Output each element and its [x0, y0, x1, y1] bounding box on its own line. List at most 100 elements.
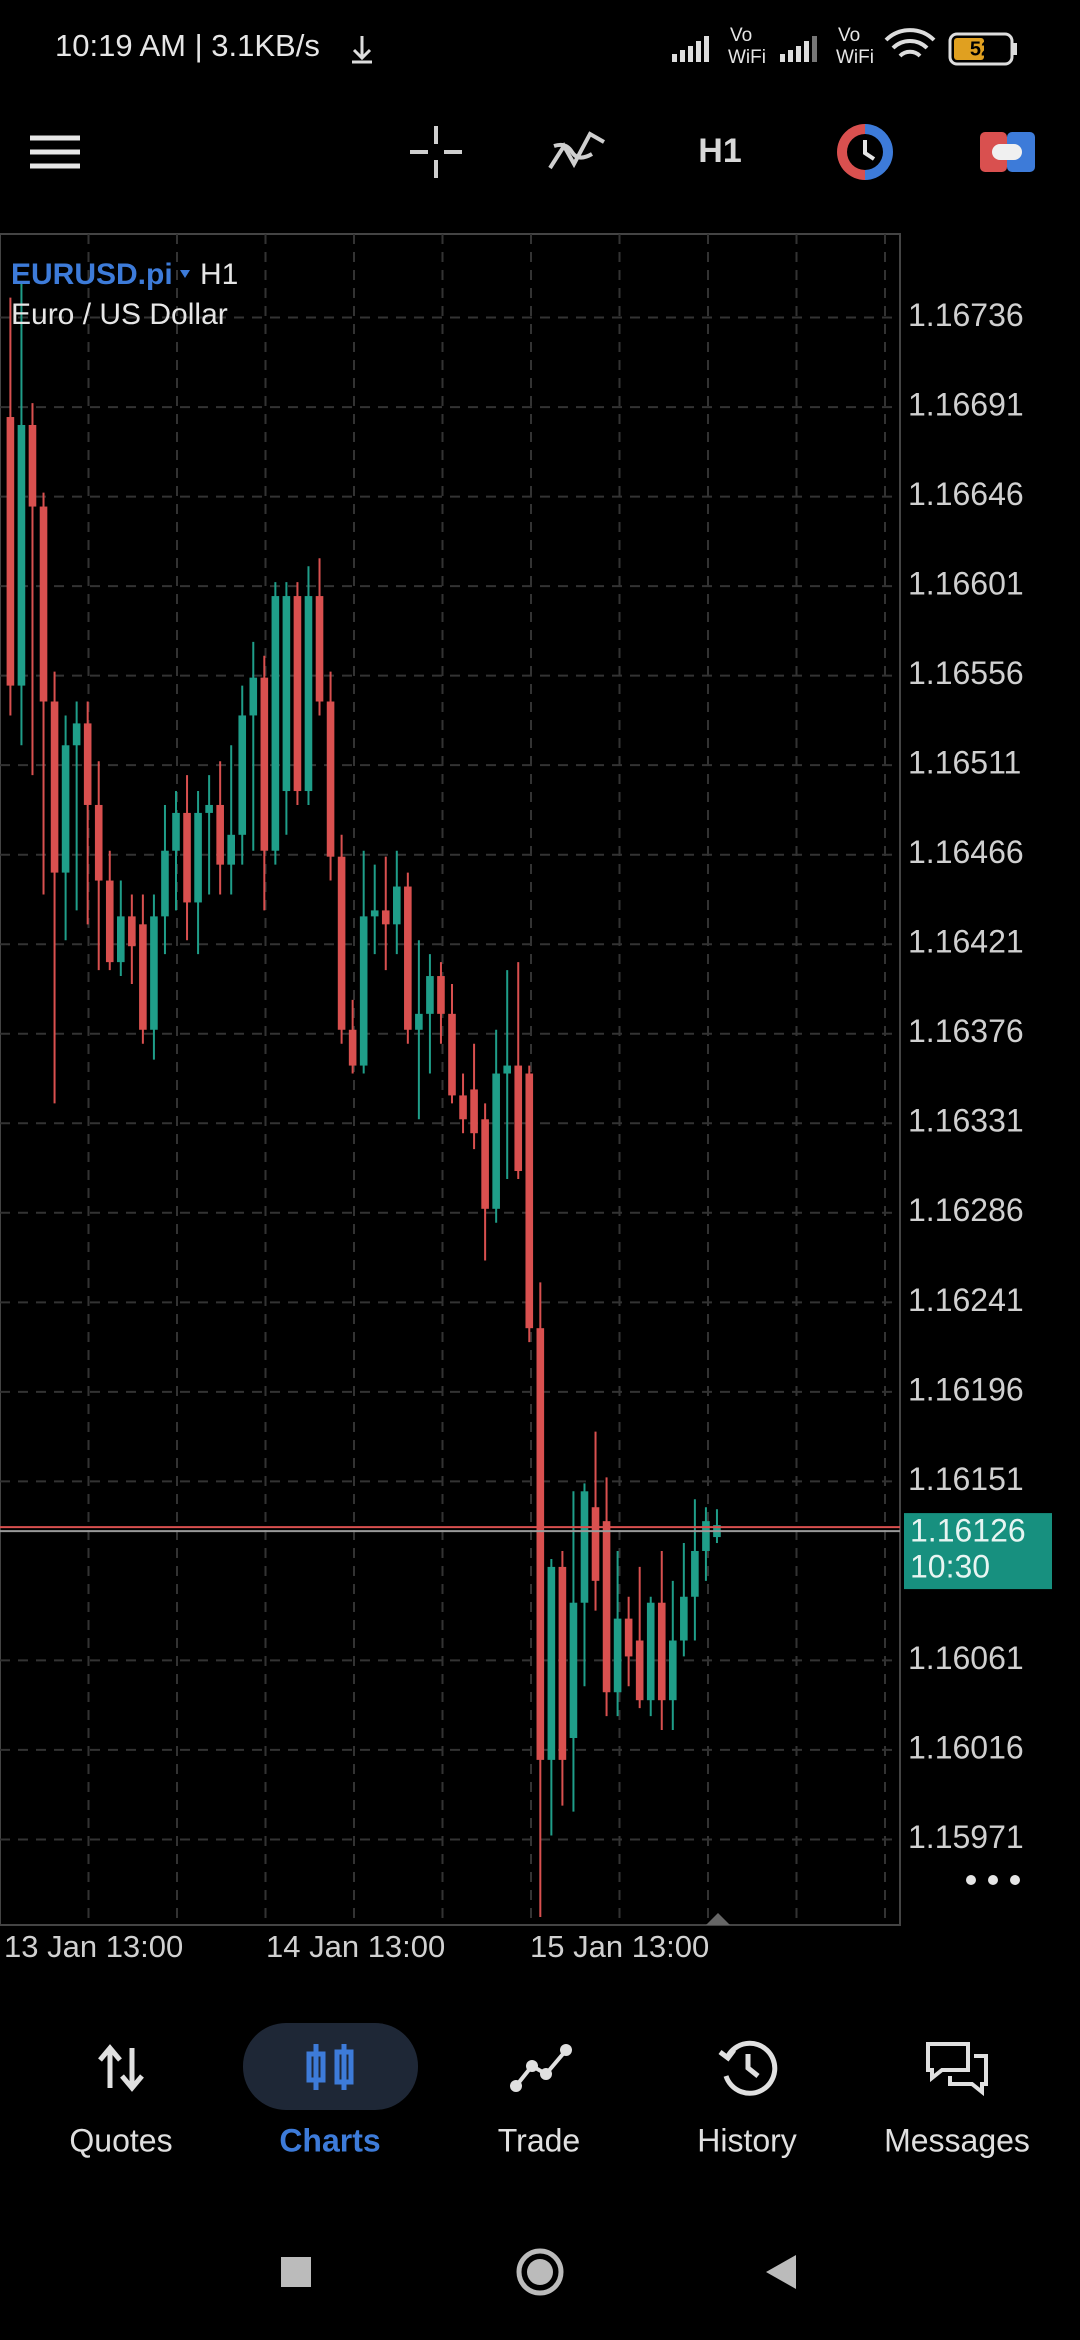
y-tick-label: 1.16286 [908, 1192, 1024, 1228]
nav-tab[interactable]: Charts [279, 2122, 380, 2158]
y-tick-label: 1.16421 [908, 924, 1024, 960]
home-button[interactable] [516, 2248, 564, 2296]
candle-body [580, 1491, 589, 1603]
candle-body [680, 1596, 688, 1641]
more-button[interactable] [966, 1875, 1020, 1885]
candle-body [205, 804, 213, 813]
status-time: 10:19 AM | 3.1KB/s [55, 28, 320, 63]
nav-tab[interactable]: History [697, 2122, 797, 2158]
battery-level [954, 38, 984, 60]
candle-body [216, 804, 224, 865]
crosshair-button[interactable] [410, 126, 462, 178]
candle-body [194, 812, 202, 903]
scroll-marker [706, 1913, 730, 1925]
battery-tip [1013, 43, 1017, 55]
indicators-button[interactable] [548, 131, 605, 170]
candle-body [315, 596, 324, 702]
candle-body [426, 976, 434, 1014]
candle-body [624, 1618, 633, 1657]
candle-body [514, 1065, 523, 1172]
candle-body [415, 1013, 423, 1030]
x-tick-label: 15 Jan 13:00 [530, 1929, 709, 1964]
candle-body [6, 417, 15, 686]
candle-body [28, 424, 37, 507]
candle-body [602, 1521, 611, 1693]
battery [948, 32, 1014, 66]
candle-body [702, 1521, 710, 1551]
menu-button[interactable] [30, 135, 80, 169]
candle-body [50, 701, 59, 873]
candle-body [691, 1550, 699, 1597]
candle-body [470, 1089, 478, 1134]
nav-tab[interactable]: Trade [498, 2122, 580, 2158]
signal-label-bottom: WiFi [836, 47, 874, 68]
quotes-icon [98, 2044, 144, 2092]
chart-frame [0, 233, 901, 1926]
candle-body [161, 850, 169, 917]
one-click-button[interactable] [980, 132, 1035, 172]
candle-body [282, 596, 291, 792]
back-button[interactable] [766, 2255, 796, 2289]
history-icon [718, 2040, 778, 2096]
symbol-dropdown[interactable] [180, 270, 190, 278]
y-tick-label: 1.16466 [908, 834, 1024, 870]
candle-body [337, 856, 346, 1030]
y-tick-label: 1.16691 [908, 387, 1024, 423]
candle-body [105, 880, 114, 963]
signal-2 [780, 36, 817, 62]
chart-timeframe: H1 [200, 258, 238, 291]
candles [6, 283, 721, 1918]
home-button-dot [527, 2259, 553, 2285]
y-tick-label: 1.16241 [908, 1282, 1024, 1318]
candle-body [249, 677, 258, 716]
candle-body [39, 506, 48, 702]
y-tick-label: 1.16556 [908, 655, 1024, 691]
trade-icon [510, 2044, 572, 2092]
trade-clock-button[interactable] [837, 124, 893, 180]
nav-tab[interactable]: Quotes [69, 2122, 172, 2158]
candle-body [17, 424, 26, 686]
candle-body [503, 1065, 511, 1074]
candle-body [61, 745, 70, 873]
nav-tab[interactable]: Messages [884, 2122, 1030, 2158]
current-price-label: 1.16126 [910, 1513, 1026, 1549]
candle-body [139, 924, 147, 1030]
candle-body [150, 916, 158, 1030]
y-tick-label: 1.16196 [908, 1371, 1024, 1407]
candle-body [635, 1640, 644, 1701]
y-tick-label: 1.16061 [908, 1640, 1024, 1676]
recent-apps-button[interactable] [281, 2257, 311, 2287]
current-price-badge [904, 1513, 1052, 1590]
signal-1 [672, 36, 709, 62]
candle-body [238, 715, 247, 835]
candle-body [304, 596, 313, 792]
y-tick-label: 1.16511 [908, 745, 1021, 781]
candle-body [370, 910, 379, 917]
candle-body [448, 1013, 456, 1096]
candle-body [657, 1602, 666, 1701]
candle-body [260, 677, 269, 851]
candle-body [547, 1566, 556, 1760]
y-tick-label: 1.16736 [908, 297, 1024, 333]
battery-text: 52 [970, 38, 992, 60]
symbol[interactable]: EURUSD.pi [11, 258, 173, 291]
y-tick-label: 1.16331 [908, 1103, 1024, 1139]
y-tick-label: 1.16601 [908, 566, 1024, 602]
candle-body [83, 723, 92, 805]
candle-body [569, 1602, 578, 1738]
x-tick-label: 14 Jan 13:00 [266, 1929, 445, 1964]
candle-body [481, 1119, 489, 1209]
x-tick-label: 13 Jan 13:00 [4, 1929, 183, 1964]
signal-label-top: Vo [838, 25, 860, 46]
charts-icon [306, 2044, 354, 2090]
candle-body [536, 1328, 545, 1760]
timeframe-button[interactable]: H1 [698, 132, 741, 170]
candle-body [613, 1618, 622, 1693]
candle-body [227, 834, 235, 865]
candle-body [271, 596, 280, 851]
active-tab-pill [243, 2023, 418, 2110]
candle-body [293, 596, 302, 792]
